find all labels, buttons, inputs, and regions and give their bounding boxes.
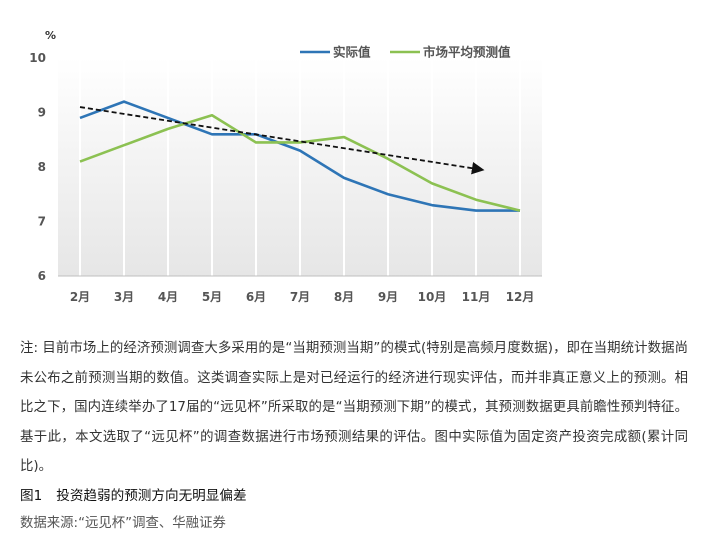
y-tick-label: 7 [38,215,46,229]
trend-arrow [79,106,485,175]
data-source: 数据来源:“远见杯”调查、华融证券 [20,516,226,531]
figure-caption: 图1 投资趋弱的预测方向无明显偏差 [20,484,247,504]
x-tick-label: 6月 [246,290,266,304]
legend-label-1: 实际值 [333,45,371,60]
y-tick-label: 6 [38,269,46,283]
x-tick-label: 7月 [290,290,310,304]
y-tick-label: 9 [38,106,46,120]
line-chart: 6 7 8 9 10 2月 3月 4月 5月 6月 7月 8月 9月 10月 11月 12月 % 实际值 市场… [29,29,542,304]
series-line-2 [79,113,521,212]
y-axis: 6 7 8 9 10 [29,51,46,283]
y-unit-label: % [45,29,56,42]
legend: 实际值 市场平均预测值 [300,45,511,60]
series-lines [79,100,521,212]
x-tick-label: 9月 [378,290,398,304]
x-tick-label: 3月 [114,290,134,304]
x-tick-label: 11月 [462,290,491,304]
x-tick-label: 10月 [418,290,447,304]
x-axis: 2月 3月 4月 5月 6月 7月 8月 9月 10月 11月 12月 [58,275,542,304]
x-tick-label: 2月 [70,290,90,304]
series-line-1 [79,100,520,212]
x-tick-label: 8月 [334,290,354,304]
trend-arrow-line [79,106,485,175]
figure-number: 图1 [20,488,43,504]
legend-label-2: 市场平均预测值 [423,45,511,60]
figure-title: 投资趋弱的预测方向无明显偏差 [56,488,247,504]
x-tick-label: 5月 [202,290,222,304]
chart-note: 注: 目前市场上的经济预测调查大多采用的是“当期预测当期”的模式(特别是高频月度… [20,341,688,474]
y-tick-label: 8 [38,160,46,174]
x-tick-label: 12月 [506,290,535,304]
y-tick-label: 10 [29,51,46,65]
x-tick-label: 4月 [158,290,178,304]
